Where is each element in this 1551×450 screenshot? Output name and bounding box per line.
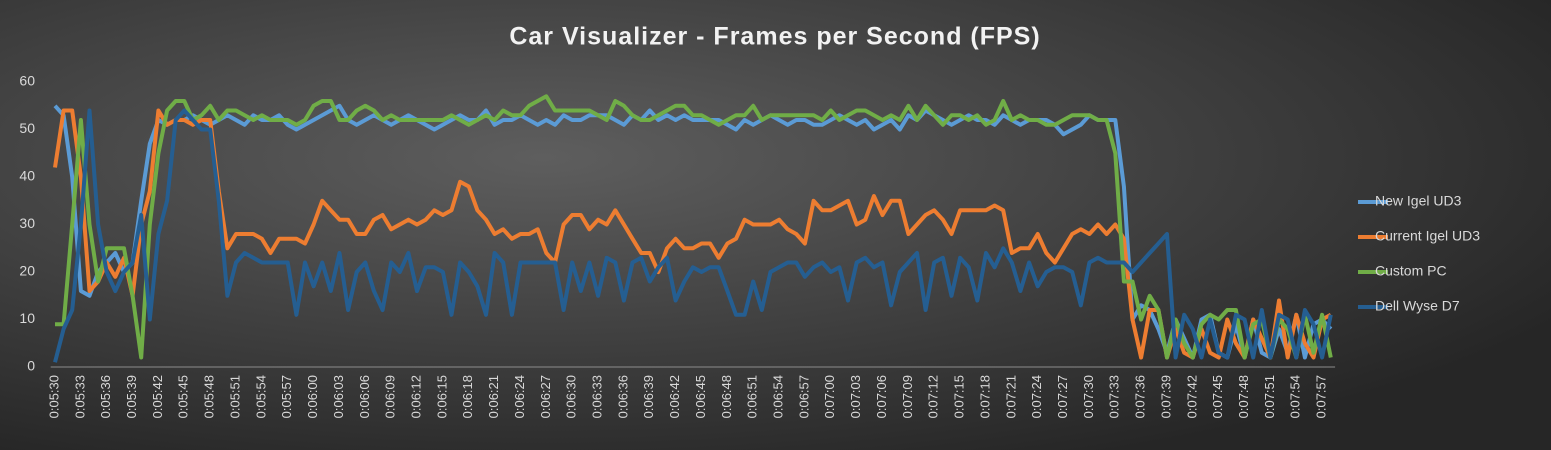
x-tick-label: 0:06:15 (434, 375, 449, 418)
x-tick-label: 0:07:27 (1055, 375, 1070, 418)
x-tick-label: 0:07:54 (1288, 375, 1303, 418)
x-tick-label: 0:05:39 (124, 375, 139, 418)
x-tick-label: 0:07:21 (1003, 375, 1018, 418)
x-tick-label: 0:06:39 (641, 375, 656, 418)
x-tick-label: 0:05:36 (98, 375, 113, 418)
x-tick-label: 0:07:36 (1133, 375, 1148, 418)
x-tick-label: 0:07:57 (1314, 375, 1329, 418)
series-line (53, 108, 1333, 363)
x-tick-label: 0:06:24 (512, 375, 527, 418)
x-tick-label: 0:07:39 (1158, 375, 1173, 418)
x-tick-label: 0:06:18 (460, 375, 475, 418)
x-tick-label: 0:06:48 (719, 375, 734, 418)
x-tick-label: 0:07:48 (1236, 375, 1251, 418)
y-tick-label: 10 (19, 310, 35, 326)
legend-label: Current Igel UD3 (1375, 228, 1480, 244)
x-tick-label: 0:07:51 (1262, 375, 1277, 418)
x-tick-label: 0:07:06 (874, 375, 889, 418)
x-tick-label: 0:07:00 (822, 375, 837, 418)
x-tick-label: 0:06:27 (538, 375, 553, 418)
x-tick-label: 0:05:30 (46, 375, 61, 418)
legend-label: Dell Wyse D7 (1375, 298, 1460, 314)
x-tick-label: 0:06:57 (796, 375, 811, 418)
x-tick-label: 0:05:33 (72, 375, 87, 418)
x-tick-label: 0:06:03 (331, 375, 346, 418)
x-tick-label: 0:07:12 (926, 375, 941, 418)
x-tick-label: 0:06:33 (589, 375, 604, 418)
y-tick-label: 60 (19, 73, 35, 89)
x-tick-label: 0:06:45 (693, 375, 708, 418)
y-tick-label: 20 (19, 263, 35, 279)
x-tick-label: 0:06:42 (667, 375, 682, 418)
x-tick-label: 0:06:21 (486, 375, 501, 418)
x-tick-label: 0:06:51 (745, 375, 760, 418)
x-tick-label: 0:07:18 (977, 375, 992, 418)
x-tick-label: 0:06:06 (357, 375, 372, 418)
y-tick-label: 0 (27, 358, 35, 374)
x-tick-label: 0:07:09 (900, 375, 915, 418)
chart-title: Car Visualizer - Frames per Second (FPS) (509, 23, 1040, 51)
x-tick-label: 0:06:54 (771, 375, 786, 418)
x-tick-label: 0:05:57 (279, 375, 294, 418)
x-tick-label: 0:07:45 (1210, 375, 1225, 418)
x-tick-label: 0:06:36 (615, 375, 630, 418)
x-tick-label: 0:05:45 (176, 375, 191, 418)
x-tick-label: 0:06:12 (408, 375, 423, 418)
x-tick-label: 0:07:15 (952, 375, 967, 418)
x-tick-label: 0:06:00 (305, 375, 320, 418)
x-tick-label: 0:06:30 (564, 375, 579, 418)
series-line (55, 94, 1333, 360)
y-tick-label: 30 (19, 215, 35, 231)
x-tick-label: 0:07:24 (1029, 375, 1044, 418)
x-tick-label: 0:07:33 (1107, 375, 1122, 418)
y-tick-label: 50 (19, 120, 35, 136)
x-tick-label: 0:07:30 (1081, 375, 1096, 418)
x-tick-label: 0:07:42 (1184, 375, 1199, 418)
legend-label: Custom PC (1375, 263, 1447, 279)
legend-label: New Igel UD3 (1375, 193, 1462, 209)
y-tick-label: 40 (19, 168, 35, 184)
series-line (53, 108, 1332, 360)
x-tick-label: 0:05:48 (202, 375, 217, 418)
x-tick-label: 0:05:54 (253, 375, 268, 418)
x-tick-label: 0:07:03 (848, 375, 863, 418)
x-tick-label: 0:05:51 (227, 375, 242, 418)
x-tick-label: 0:06:09 (383, 375, 398, 418)
x-tick-label: 0:05:42 (150, 375, 165, 418)
